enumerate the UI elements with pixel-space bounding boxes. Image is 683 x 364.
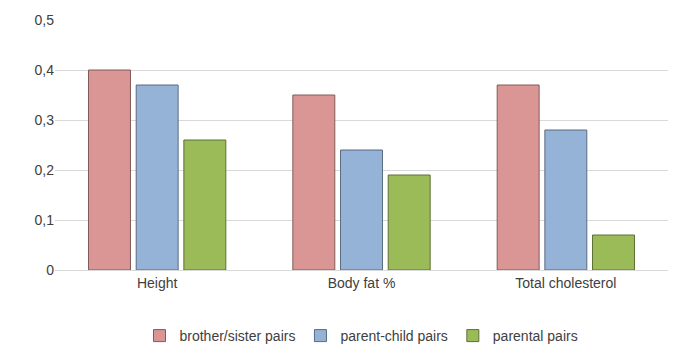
svg-text:parental pairs: parental pairs [493,328,578,344]
svg-text:0,5: 0,5 [35,12,55,28]
svg-text:0,4: 0,4 [35,62,55,78]
svg-text:0,1: 0,1 [35,212,55,228]
svg-text:0: 0 [46,262,54,278]
svg-text:parent-child pairs: parent-child pairs [340,328,447,344]
svg-text:0,2: 0,2 [35,162,55,178]
svg-text:Height: Height [137,275,178,291]
svg-text:brother/sister pairs: brother/sister pairs [180,328,296,344]
svg-text:Total cholesterol: Total cholesterol [515,275,616,291]
svg-text:0,3: 0,3 [35,112,55,128]
svg-text:Body fat %: Body fat % [328,275,396,291]
